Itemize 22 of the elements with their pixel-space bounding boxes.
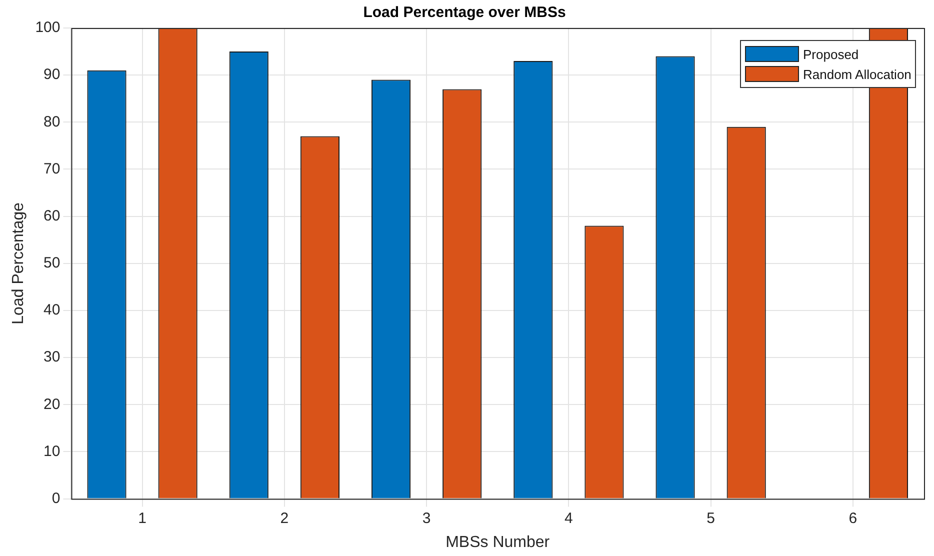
y-tick-label: 100	[35, 19, 60, 36]
x-tick-label: 6	[848, 510, 858, 527]
legend-label: Proposed	[803, 46, 859, 62]
x-tick-label: 5	[706, 510, 715, 527]
chart-title: Load Percentage over MBSs	[363, 4, 566, 22]
y-tick-label: 30	[44, 348, 60, 366]
y-tick-label: 0	[52, 490, 60, 507]
y-tick-label: 70	[44, 160, 60, 178]
x-tick-label: 4	[564, 510, 573, 527]
x-tick-label: 2	[280, 510, 289, 527]
x-tick-label: 1	[138, 510, 146, 527]
y-tick-label: 10	[44, 442, 60, 460]
y-tick-label: 50	[44, 254, 60, 272]
legend-label: Random Allocation	[803, 66, 912, 82]
x-axis-title: MBSs Number	[446, 534, 550, 551]
y-tick-label: 40	[44, 302, 60, 319]
x-tick-label: 3	[422, 510, 431, 527]
y-tick-label: 60	[44, 207, 60, 224]
y-tick-label: 90	[44, 66, 60, 84]
y-tick-label: 80	[44, 113, 60, 130]
y-axis-title: Load Percentage	[10, 202, 28, 324]
y-tick-label: 20	[44, 396, 60, 413]
